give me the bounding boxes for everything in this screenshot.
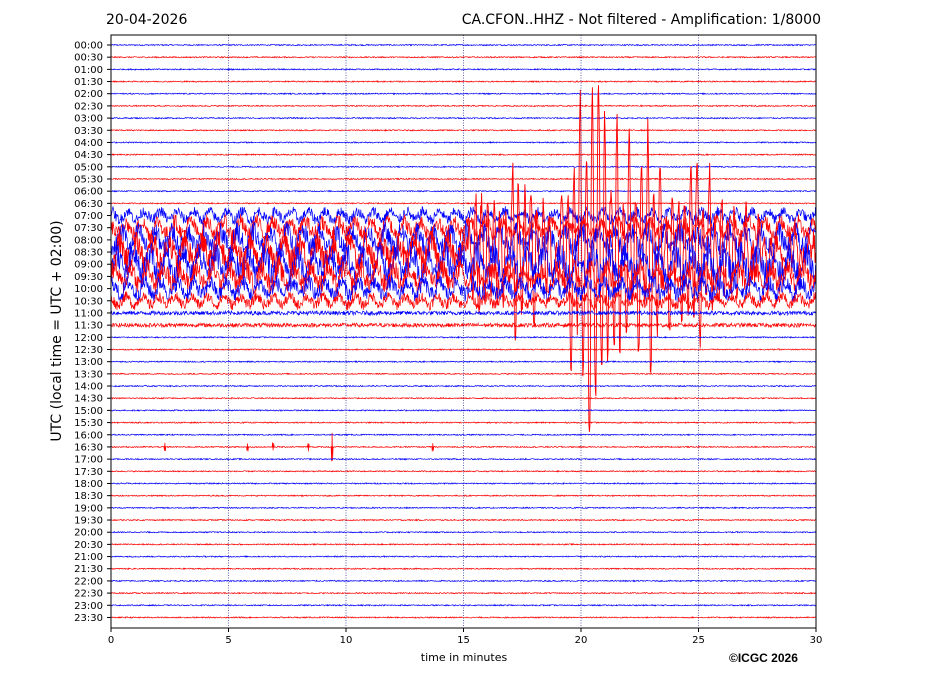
- y-tick-label: 16:00: [74, 430, 103, 441]
- y-tick-label: 19:00: [74, 503, 103, 514]
- y-tick-label: 10:00: [74, 284, 103, 295]
- x-tick-label: 5: [225, 635, 231, 646]
- y-tick-label: 03:30: [74, 126, 103, 137]
- trace-0530: [111, 177, 816, 181]
- y-tick-label: 19:30: [74, 516, 103, 527]
- y-tick-label: 14:30: [74, 394, 103, 405]
- y-tick-label: 08:00: [74, 235, 103, 246]
- y-tick-label: 11:00: [74, 308, 103, 319]
- y-tick-label: 20:00: [74, 528, 103, 539]
- y-tick-label: 23:00: [74, 601, 103, 612]
- trace-1930: [111, 518, 816, 522]
- y-tick-label: 00:30: [74, 53, 103, 64]
- trace-0930: [111, 258, 816, 296]
- plot-date: 20-04-2026: [106, 12, 188, 28]
- trace-1330: [111, 372, 816, 376]
- plot-frame: [110, 34, 817, 629]
- y-tick-label: 01:30: [74, 77, 103, 88]
- y-tick-label: 05:00: [74, 162, 103, 173]
- y-tick-label: 12:00: [74, 333, 103, 344]
- trace-2100: [111, 555, 816, 559]
- y-tick-label: 03:00: [74, 114, 103, 125]
- y-tick-label: 18:00: [74, 479, 103, 490]
- x-tick-label: 10: [340, 635, 353, 646]
- y-tick-label: 15:00: [74, 406, 103, 417]
- y-tick-label: 14:00: [74, 382, 103, 393]
- y-tick-label: 20:30: [74, 540, 103, 551]
- x-tick-label: 15: [457, 635, 470, 646]
- trace-1300: [111, 360, 816, 364]
- copyright-label: ©ICGC 2026: [729, 651, 798, 665]
- y-tick-label: 17:30: [74, 467, 103, 478]
- y-tick-label: 06:00: [74, 187, 103, 198]
- y-tick-label: 22:00: [74, 576, 103, 587]
- y-tick-label: 15:30: [74, 418, 103, 429]
- y-tick-label: 06:30: [74, 199, 103, 210]
- y-tick-label: 21:00: [74, 552, 103, 563]
- y-tick-label: 12:30: [74, 345, 103, 356]
- y-tick-label: 23:30: [74, 613, 103, 624]
- x-tick-label: 25: [692, 635, 705, 646]
- trace-1730: [111, 469, 816, 473]
- y-tick-label: 08:30: [74, 248, 103, 259]
- y-tick-label: 10:30: [74, 296, 103, 307]
- x-tick-label: 20: [575, 635, 588, 646]
- y-tick-label: 00:00: [74, 41, 103, 52]
- y-tick-label: 07:00: [74, 211, 103, 222]
- y-tick-label: 09:00: [74, 260, 103, 271]
- y-tick-label: 09:30: [74, 272, 103, 283]
- y-tick-label: 05:30: [74, 174, 103, 185]
- x-tick-label: 0: [108, 635, 114, 646]
- trace-1230: [111, 348, 816, 351]
- y-tick-label: 01:00: [74, 65, 103, 76]
- trace-1700: [111, 457, 816, 461]
- y-tick-label: 17:00: [74, 455, 103, 466]
- x-tick-label: 30: [810, 635, 823, 646]
- trace-1400: [111, 384, 816, 388]
- plot-title: CA.CFON..HHZ - Not filtered - Amplificat…: [461, 12, 821, 28]
- y-tick-label: 13:00: [74, 357, 103, 368]
- y-tick-label: 07:30: [74, 223, 103, 234]
- trace-2030: [111, 542, 816, 546]
- trace-1630: [111, 432, 816, 462]
- y-tick-label: 02:00: [74, 89, 103, 100]
- y-tick-label: 11:30: [74, 321, 103, 332]
- y-tick-label: 02:30: [74, 101, 103, 112]
- y-tick-label: 04:30: [74, 150, 103, 161]
- x-axis-label: time in minutes: [420, 651, 508, 664]
- trace-0130: [111, 80, 816, 83]
- y-tick-label: 21:30: [74, 564, 103, 575]
- y-tick-label: 22:30: [74, 589, 103, 600]
- y-tick-label: 13:30: [74, 369, 103, 380]
- y-tick-label: 16:30: [74, 442, 103, 453]
- trace-0500: [111, 165, 816, 169]
- trace-0100: [111, 67, 816, 71]
- y-tick-label: 18:30: [74, 491, 103, 502]
- y-tick-label: 04:00: [74, 138, 103, 149]
